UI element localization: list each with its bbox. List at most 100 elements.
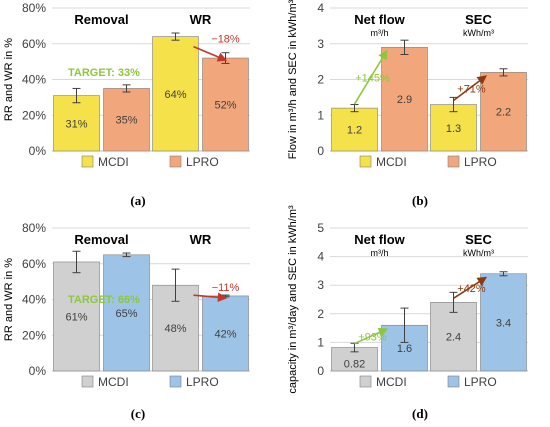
panel-caption: (b) [412,193,428,208]
y-tick-label: 60% [22,257,46,271]
group-label-net-flow: Net flow [354,12,405,27]
bar-lpro-wr [202,57,249,152]
legend-label-lpro: LPRO [464,155,497,169]
legend-swatch-lpro [169,375,182,388]
bar-mcdi-sec [430,302,477,372]
legend-label-mcdi: MCDI [376,375,407,389]
y-tick-label: 20% [22,328,46,342]
panel-caption: (c) [131,406,145,421]
bar-lpro-wr [202,295,249,372]
y-tick-label: 5 [317,221,324,235]
bar-lpro-sec [480,273,527,372]
target-annotation: TARGET: 33% [68,67,140,79]
change-arrow-1 [453,276,488,300]
y-tick-label: 80% [22,221,46,235]
data-label-mcdi-removal: 61% [65,311,87,323]
bar-lpro-removal [103,88,150,152]
y-tick-label: 60% [22,37,46,51]
change-arrow-1 [453,75,488,102]
target-annotation: TARGET: 66% [68,294,140,306]
y-axis-label: RR and WR in % [3,38,15,121]
change-annotation-0: +145% [355,73,390,85]
data-label-mcdi-wr: 48% [164,323,186,335]
data-label-mcdi-net-flow: 0.82 [344,359,365,371]
y-axis-label: Flow in m³/h and SEC in kWh/m³ [287,0,299,159]
chart-panel-3: 0% 20% 40% 60% 80% RR and WR in % Removal 61% 65… [3,221,250,421]
y-axis-label: capacity in m³/day and SEC in kWh/m³ [287,205,299,394]
legend-label-lpro: LPRO [186,155,219,169]
change-arrow-0 [353,49,388,105]
legend-label-lpro: LPRO [186,375,219,389]
change-annotation-1: +42% [457,283,486,295]
legend-label-mcdi: MCDI [376,155,407,169]
unit-label-sec: kWh/m³ [463,28,494,38]
y-tick-label: 80% [22,1,46,15]
y-tick-label: 40% [22,73,46,87]
change-arrow [193,45,228,62]
panel-caption: (a) [130,193,145,208]
y-tick-label: 40% [22,293,46,307]
y-tick-label: 0% [29,364,47,378]
y-tick-label: 0% [29,144,47,158]
y-axis-label: RR and WR in % [3,258,15,341]
y-tick-label: 2 [317,73,324,87]
group-label-removal: Removal [74,12,128,27]
chart-panel-1: 0% 20% 40% 60% 80% RR and WR in % Removal 31% 35… [3,1,250,208]
data-label-mcdi-sec: 1.3 [446,123,461,135]
legend-swatch-mcdi [359,155,372,168]
group-label-sec: SEC [465,12,492,27]
y-tick-label: 0 [317,144,324,158]
data-label-lpro-sec: 2.2 [496,107,511,119]
legend-swatch-lpro [169,155,182,168]
bar-mcdi-sec [430,104,477,152]
y-tick-label: 20% [22,108,46,122]
legend-swatch-mcdi [359,375,372,388]
change-annotation-0: +93% [358,331,387,343]
group-label-removal: Removal [74,232,128,247]
legend-swatch-lpro [447,155,460,168]
unit-label-net-flow: m³/h [371,28,389,38]
data-label-mcdi-net-flow: 1.2 [347,125,362,137]
data-label-mcdi-wr: 64% [164,89,186,101]
change-annotation: −18% [211,34,240,46]
change-arrow-0 [354,327,389,345]
change-arrow [193,292,228,303]
data-label-lpro-wr: 52% [214,100,236,112]
data-label-lpro-removal: 65% [115,308,137,320]
y-tick-label: 4 [317,1,324,15]
group-label-net-flow: Net flow [354,232,405,247]
chart-panel-2: 0 1 2 3 4 Flow in m³/h and SEC in kWh/m³ Net f… [287,0,528,208]
legend-label-mcdi: MCDI [98,375,129,389]
group-label-wr: WR [190,232,212,247]
data-label-mcdi-removal: 31% [65,118,87,130]
legend-swatch-mcdi [81,375,94,388]
y-tick-label: 3 [317,37,324,51]
y-tick-label: 4 [317,250,324,264]
y-tick-label: 0 [317,364,324,378]
chart-panel-4: 0 1 2 3 4 5 capacity in m³/day and SEC in kWh/… [287,205,528,421]
data-label-lpro-net-flow: 2.9 [397,94,412,106]
data-label-lpro-wr: 42% [214,328,236,340]
bar-lpro-net-flow [381,47,428,152]
bar-lpro-removal [103,254,150,372]
legend-swatch-mcdi [81,155,94,168]
change-annotation: −11% [212,282,240,294]
unit-label-sec: kWh/m³ [463,248,494,258]
legend-label-mcdi: MCDI [98,155,129,169]
panel-caption: (d) [412,406,428,421]
y-tick-label: 2 [317,307,324,321]
unit-label-net-flow: m³/h [371,248,389,258]
legend-swatch-lpro [447,375,460,388]
y-tick-label: 3 [317,278,324,292]
data-label-mcdi-sec: 2.4 [446,332,461,344]
y-tick-label: 1 [317,108,324,122]
data-label-lpro-removal: 35% [115,115,137,127]
group-label-wr: WR [190,12,212,27]
change-annotation-1: +71% [457,83,486,95]
y-tick-label: 1 [317,335,324,349]
legend-label-lpro: LPRO [464,375,497,389]
data-label-lpro-net-flow: 1.6 [397,343,412,355]
bar-mcdi-net-flow [331,107,378,152]
bar-mcdi-removal [53,95,100,152]
